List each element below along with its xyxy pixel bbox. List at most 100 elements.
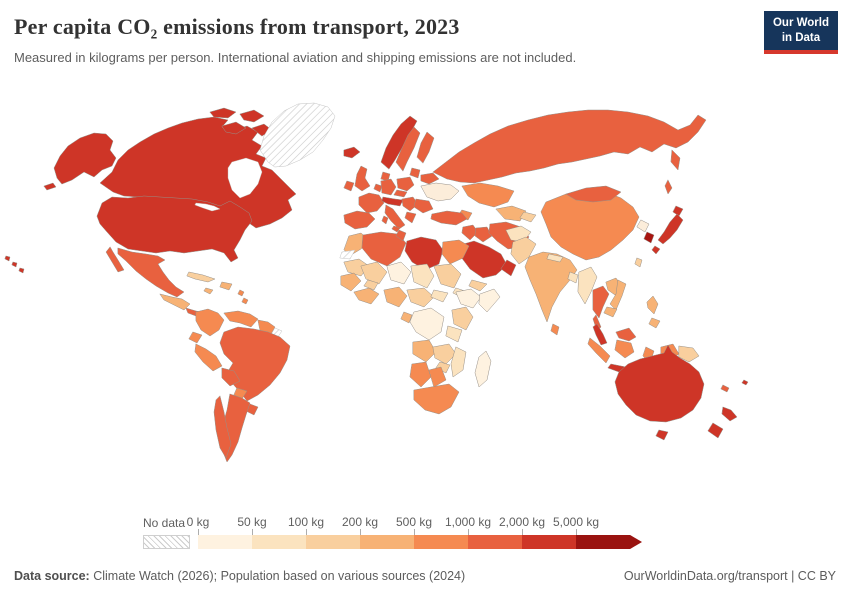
region-antilles-2[interactable] bbox=[241, 297, 249, 305]
region-fiji[interactable] bbox=[741, 379, 749, 386]
region-arctic-island-3[interactable] bbox=[221, 121, 247, 135]
region-bangladesh[interactable] bbox=[567, 271, 579, 284]
region-libya[interactable] bbox=[404, 236, 444, 271]
region-uk[interactable] bbox=[354, 165, 371, 192]
region-saudi-arabia[interactable] bbox=[459, 240, 508, 279]
region-sri-lanka[interactable] bbox=[550, 323, 560, 336]
region-baltics[interactable] bbox=[409, 167, 421, 179]
license-note[interactable]: OurWorldinData.org/transport | CC BY bbox=[623, 569, 836, 583]
region-niger[interactable] bbox=[386, 261, 412, 285]
region-japan-honshu[interactable] bbox=[657, 213, 684, 245]
region-somalia[interactable] bbox=[478, 288, 501, 313]
region-mongolia[interactable] bbox=[565, 185, 622, 203]
region-mexico[interactable] bbox=[117, 247, 185, 298]
region-poland[interactable] bbox=[396, 176, 415, 192]
region-tanzania[interactable] bbox=[445, 325, 463, 343]
owid-logo[interactable]: Our World in Data bbox=[763, 11, 838, 54]
region-alaska[interactable] bbox=[53, 132, 117, 185]
region-algeria[interactable] bbox=[361, 231, 407, 267]
region-brazil[interactable] bbox=[219, 326, 291, 402]
region-botswana[interactable] bbox=[428, 366, 447, 388]
region-india[interactable] bbox=[524, 251, 578, 323]
region-madagascar[interactable] bbox=[474, 350, 492, 388]
region-western-sahara[interactable] bbox=[339, 249, 356, 260]
legend-segment-2000-5000[interactable] bbox=[522, 535, 576, 549]
region-peru[interactable] bbox=[194, 343, 223, 372]
region-angola[interactable] bbox=[412, 339, 437, 363]
region-tasmania[interactable] bbox=[655, 429, 669, 441]
region-japan-hokkaido[interactable] bbox=[672, 205, 684, 217]
legend-segment-500-1000[interactable] bbox=[414, 535, 468, 549]
region-south-sudan[interactable] bbox=[430, 289, 449, 303]
region-central-america-north[interactable] bbox=[159, 293, 191, 311]
region-venezuela[interactable] bbox=[223, 310, 259, 328]
region-benelux[interactable] bbox=[373, 183, 383, 193]
region-chad[interactable] bbox=[410, 263, 435, 289]
region-zambia[interactable] bbox=[432, 343, 457, 365]
region-ukraine[interactable] bbox=[420, 182, 460, 202]
region-sicily[interactable] bbox=[391, 225, 401, 233]
region-chile[interactable] bbox=[213, 395, 232, 459]
region-sweden[interactable] bbox=[395, 126, 421, 172]
region-borneo-malaysia[interactable] bbox=[615, 327, 637, 342]
region-alpine[interactable] bbox=[381, 196, 404, 207]
region-zimbabwe[interactable] bbox=[435, 361, 451, 374]
region-cambodia[interactable] bbox=[603, 306, 618, 318]
region-hawaii-1[interactable] bbox=[4, 255, 11, 262]
region-bolivia[interactable] bbox=[221, 367, 241, 387]
region-ecuador[interactable] bbox=[188, 331, 203, 344]
region-nz-north[interactable] bbox=[721, 406, 738, 422]
region-hawaii-3[interactable] bbox=[18, 267, 25, 274]
region-uae-oman[interactable] bbox=[500, 259, 517, 277]
region-cuba[interactable] bbox=[186, 271, 216, 283]
region-belarus[interactable] bbox=[420, 172, 440, 185]
region-sumatra[interactable] bbox=[587, 337, 611, 364]
region-south-korea[interactable] bbox=[643, 231, 655, 244]
region-yemen[interactable] bbox=[468, 279, 488, 292]
region-jamaica[interactable] bbox=[203, 287, 214, 295]
region-nigeria[interactable] bbox=[383, 286, 408, 308]
region-burkina[interactable] bbox=[363, 279, 379, 291]
region-guyana-suriname[interactable] bbox=[257, 319, 276, 337]
region-ethiopia[interactable] bbox=[455, 288, 482, 309]
region-italy[interactable] bbox=[384, 204, 406, 230]
region-aleutians[interactable] bbox=[43, 182, 57, 191]
region-philippines-luzon[interactable] bbox=[646, 295, 659, 315]
region-france[interactable] bbox=[358, 192, 385, 214]
region-ireland[interactable] bbox=[343, 180, 355, 192]
region-baja[interactable] bbox=[105, 246, 125, 273]
region-romania-bulgaria[interactable] bbox=[413, 198, 434, 214]
region-sudan[interactable] bbox=[433, 263, 462, 289]
region-drc[interactable] bbox=[409, 307, 445, 341]
region-senegal-guinea[interactable] bbox=[340, 272, 362, 292]
region-kyrgyz-tajik[interactable] bbox=[519, 211, 537, 223]
region-sardinia[interactable] bbox=[381, 215, 389, 225]
region-cameroon-car[interactable] bbox=[406, 287, 435, 308]
legend-segment-5000-plus[interactable] bbox=[576, 535, 642, 549]
region-gabon[interactable] bbox=[400, 311, 413, 324]
region-borneo-indonesia[interactable] bbox=[614, 339, 635, 359]
region-nepal[interactable] bbox=[546, 253, 564, 263]
legend-segment-1000-2000[interactable] bbox=[468, 535, 522, 549]
region-new-caledonia[interactable] bbox=[720, 384, 730, 393]
region-arctic-island-2[interactable] bbox=[239, 109, 265, 123]
region-japan-kyushu[interactable] bbox=[651, 245, 661, 255]
legend-segment-100-200[interactable] bbox=[306, 535, 360, 549]
region-png[interactable] bbox=[678, 345, 700, 363]
region-balkans[interactable] bbox=[401, 196, 419, 212]
region-kamchatka[interactable] bbox=[670, 149, 681, 171]
region-kenya-uganda[interactable] bbox=[451, 306, 474, 331]
region-mali[interactable] bbox=[360, 261, 388, 285]
region-south-africa[interactable] bbox=[413, 383, 460, 415]
region-tunisia[interactable] bbox=[395, 229, 407, 242]
region-iceland[interactable] bbox=[343, 146, 361, 159]
region-thailand[interactable] bbox=[592, 285, 610, 319]
region-myanmar[interactable] bbox=[577, 266, 598, 305]
region-philippines-mindanao[interactable] bbox=[648, 317, 661, 329]
region-turkey[interactable] bbox=[430, 210, 468, 226]
region-greenland[interactable] bbox=[259, 102, 336, 168]
legend-segment-200-500[interactable] bbox=[360, 535, 414, 549]
region-colombia[interactable] bbox=[195, 308, 225, 337]
region-iraq[interactable] bbox=[474, 226, 493, 243]
